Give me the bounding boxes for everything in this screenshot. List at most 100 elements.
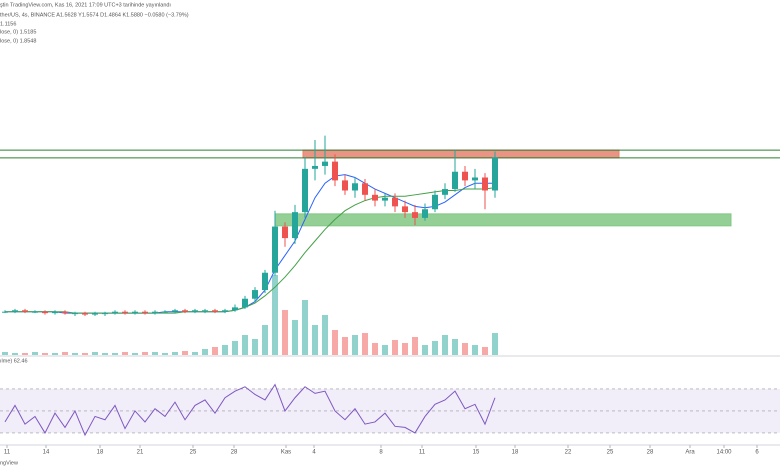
x-tick-label: 21	[137, 450, 144, 456]
x-tick-label: 14:00	[716, 450, 732, 456]
candle-body	[232, 307, 238, 311]
candle-body	[352, 183, 358, 191]
volume-bar	[272, 275, 278, 355]
candle-body	[422, 209, 428, 218]
candle-body	[282, 226, 288, 239]
candle-body	[432, 194, 438, 210]
volume-bar	[32, 352, 38, 355]
candle-body	[312, 165, 318, 169]
volume-bar	[122, 352, 128, 355]
x-tick-label: Kas	[281, 450, 291, 456]
volume-bar	[322, 315, 328, 355]
candle-body	[122, 311, 128, 314]
volume-bar	[42, 353, 48, 355]
volume-bar	[142, 352, 148, 355]
candle-body	[212, 310, 218, 312]
volume-bar	[442, 335, 448, 355]
candle-body	[192, 310, 198, 312]
volume-bar	[82, 353, 88, 355]
volume-bar	[232, 341, 238, 355]
volume-bar	[422, 345, 428, 355]
volume-bar	[192, 352, 198, 355]
x-tick-label: 8	[379, 450, 383, 456]
candle-body	[202, 310, 208, 312]
volume-bar	[492, 333, 498, 355]
volume-bar	[222, 345, 228, 355]
candle-body	[442, 189, 448, 195]
volume-bar	[202, 349, 208, 355]
zone	[274, 213, 732, 227]
x-tick-label: 4	[312, 450, 316, 456]
candle-body	[472, 177, 478, 181]
candle-body	[332, 161, 338, 181]
volume-bar	[432, 341, 438, 355]
volume-bar	[312, 325, 318, 355]
volume-bar	[12, 353, 18, 355]
volume-bar	[302, 300, 308, 355]
volume-bar	[252, 339, 258, 355]
x-tick-label: 18	[512, 450, 519, 456]
legend-entry: lose, 0) 1.5185	[0, 29, 36, 35]
moving-average	[5, 174, 495, 314]
candle-body	[362, 183, 368, 195]
candle-body	[292, 212, 298, 239]
header-line: ştin TradingView.com, Kas 16, 2021 17:09…	[0, 2, 171, 8]
volume-bar	[132, 353, 138, 355]
candle-body	[242, 298, 248, 308]
candle-body	[372, 194, 378, 201]
volume-bar	[22, 353, 28, 355]
candle-body	[452, 171, 458, 190]
candle-body	[262, 272, 268, 291]
x-tick-label: 11	[4, 450, 11, 456]
volume-bar	[62, 352, 68, 355]
volume-bar	[362, 333, 368, 355]
candle-body	[112, 311, 118, 314]
candle-body	[482, 177, 488, 191]
volume-bar	[452, 339, 458, 355]
x-tick-label: 11	[419, 450, 426, 456]
volume-bar	[2, 352, 8, 355]
x-tick-label: Ara	[685, 450, 695, 456]
volume-bar	[92, 352, 98, 355]
candle-body	[92, 313, 98, 315]
header-line: ther/US, 4s, BINANCE A1.5628 Y1.5574 D1.…	[0, 12, 189, 18]
volume-bar	[282, 310, 288, 355]
volume-bar	[472, 345, 478, 355]
volume-bar	[392, 340, 398, 355]
volume-bar	[382, 345, 388, 355]
legend-entry: 1.1156	[0, 21, 16, 27]
volume-bar	[112, 353, 118, 355]
candle-body	[102, 313, 108, 315]
footer: ngView	[0, 460, 18, 466]
candle-body	[252, 290, 258, 299]
candle-body	[52, 311, 58, 314]
x-tick-label: 25	[190, 450, 197, 456]
candle-body	[62, 311, 68, 314]
candle-body	[402, 206, 408, 213]
candle-body	[42, 311, 48, 314]
candle-body	[12, 310, 18, 312]
candle-body	[392, 197, 398, 207]
volume-bar	[182, 351, 188, 355]
candle-body	[492, 157, 498, 191]
candle-body	[382, 197, 388, 201]
volume-bar	[172, 352, 178, 355]
candle-body	[82, 313, 88, 315]
volume-bar	[102, 353, 108, 355]
rsi-line	[4, 383, 496, 437]
volume-bar	[352, 335, 358, 355]
x-tick-label: 6	[755, 450, 759, 456]
moving-average	[5, 187, 496, 314]
zone	[302, 149, 620, 159]
volume-bar	[262, 325, 268, 355]
volume-bar	[462, 343, 468, 355]
volume-bar	[412, 337, 418, 355]
volume-bar	[482, 347, 488, 355]
candle-body	[72, 313, 78, 315]
volume-bar	[292, 320, 298, 355]
candle-body	[2, 311, 8, 313]
volume-bar	[242, 335, 248, 355]
x-tick-label: 14	[43, 450, 50, 456]
candle-body	[272, 226, 278, 273]
candle-body	[152, 311, 158, 314]
